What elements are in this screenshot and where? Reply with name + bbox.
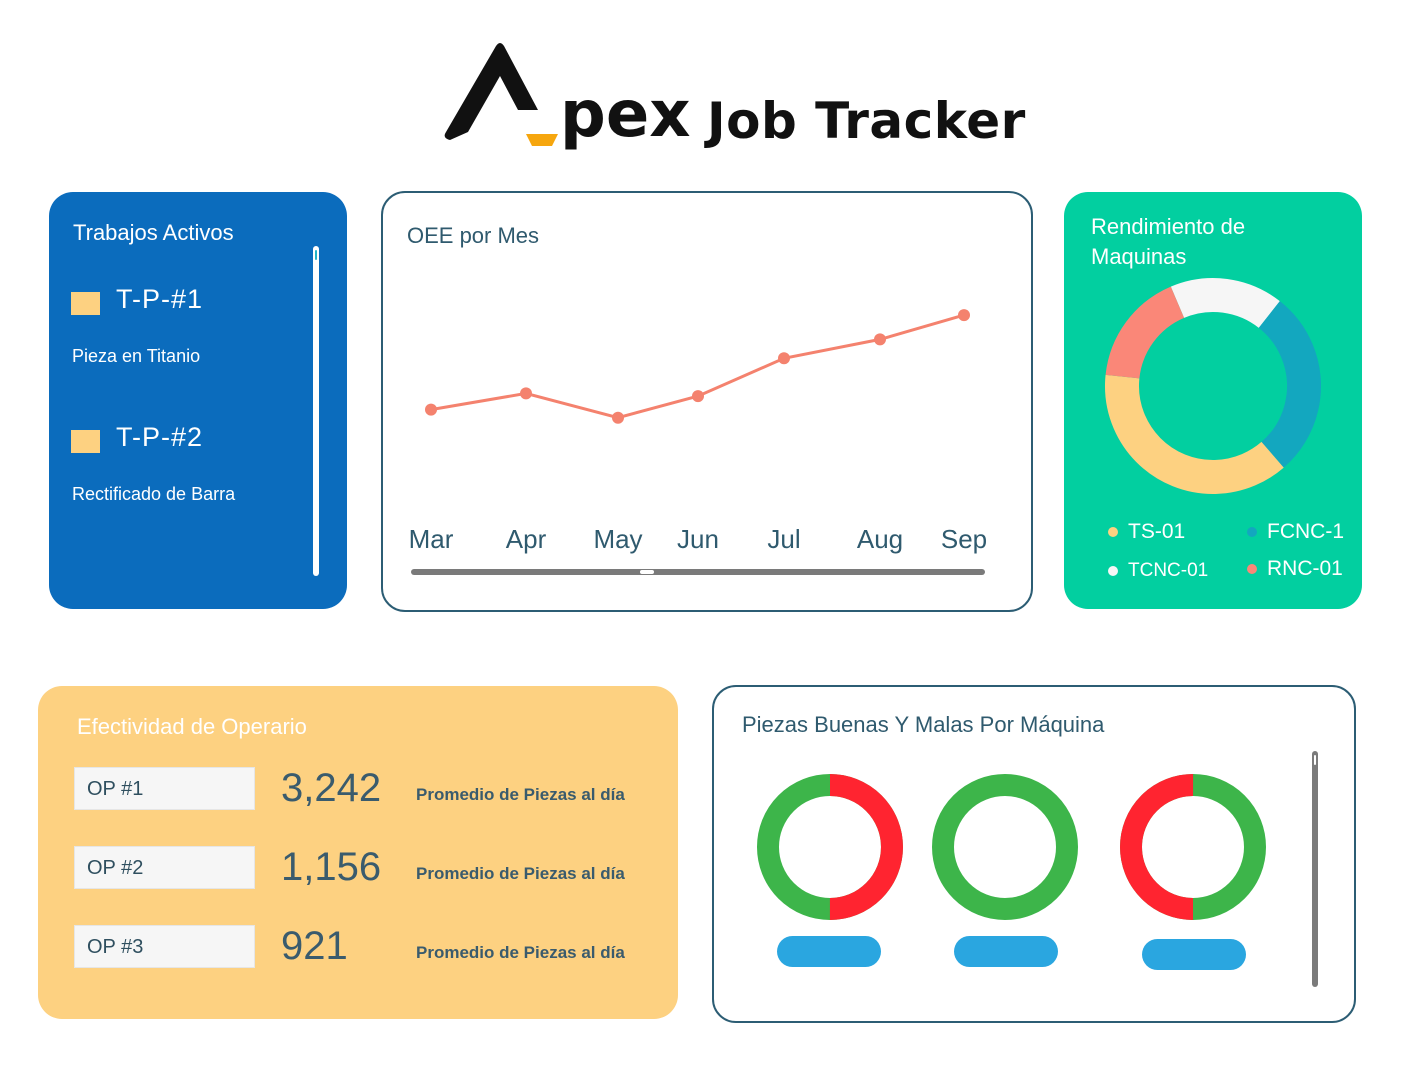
jobs-scrollbar[interactable] <box>313 246 319 576</box>
operator-average-caption: Promedio de Piezas al día <box>416 864 625 883</box>
legend-dot <box>1108 566 1118 576</box>
oee-scrollbar[interactable] <box>411 569 985 575</box>
oee-data-point[interactable] <box>958 309 970 322</box>
oee-x-tick-label: Mar <box>409 524 454 554</box>
jobs-scrollbar-thumb[interactable] <box>315 250 317 260</box>
oee-data-point[interactable] <box>874 333 886 346</box>
machine-detail-button[interactable] <box>1142 939 1246 970</box>
donut-slice[interactable] <box>1094 267 1333 506</box>
job-code[interactable]: T-P-#1 <box>116 284 204 314</box>
job-description: Pieza en Titanio <box>72 346 201 366</box>
operator-average-value: 3,242 <box>281 766 382 810</box>
oee-data-point[interactable] <box>520 387 532 400</box>
logo-wordmark: pex <box>560 78 691 152</box>
apex-logo: pex <box>444 43 691 152</box>
job-description: Rectificado de Barra <box>72 484 236 504</box>
active-jobs-panel: Trabajos Activos T-P-#1 Pieza en Titanio… <box>49 192 347 609</box>
operator-effectiveness-title: Efectividad de Operario <box>77 714 307 739</box>
operator-name-box[interactable]: OP #2 <box>74 846 255 889</box>
parts-rings <box>757 774 1266 920</box>
parts-quality-title: Piezas Buenas Y Malas Por Máquina <box>742 712 1105 737</box>
bad-parts-ring-segment <box>1120 774 1266 920</box>
oee-title: OEE por Mes <box>407 223 540 248</box>
legend-item-rnc-01: RNC-01 <box>1247 557 1343 581</box>
oee-x-tick-label: Sep <box>941 524 987 554</box>
legend-dot <box>1247 564 1257 574</box>
machine-detail-button[interactable] <box>777 936 881 967</box>
legend-item-tcnc-01: TCNC-01 <box>1108 560 1208 582</box>
legend-label: TS-01 <box>1128 520 1186 543</box>
oee-x-tick-label: Aug <box>857 524 903 554</box>
legend-dot <box>1108 527 1118 537</box>
legend-dot <box>1247 527 1257 537</box>
legend-item-fcnc-1: FCNC-1 <box>1247 520 1344 544</box>
donut-slice[interactable] <box>1094 267 1333 506</box>
operator-average-value: 921 <box>281 924 348 968</box>
operator-average-caption: Promedio de Piezas al día <box>416 785 625 804</box>
legend-label: TCNC-01 <box>1128 560 1209 581</box>
active-jobs-title: Trabajos Activos <box>73 220 234 245</box>
legend-item-ts-01: TS-01 <box>1108 520 1185 544</box>
parts-quality-panel: Piezas Buenas Y Malas Por Máquina <box>712 685 1356 1023</box>
oee-scrollbar-grip[interactable] <box>640 570 654 574</box>
oee-x-tick-label: Jun <box>677 524 719 554</box>
operator-name-box[interactable]: OP #1 <box>74 767 255 810</box>
operator-effectiveness-panel: Efectividad de Operario OP #1 3,242 Prom… <box>38 686 678 1019</box>
oee-x-tick-label: May <box>593 524 642 554</box>
oee-x-tick-label: Jul <box>767 524 800 554</box>
logo-mark-a <box>444 43 558 146</box>
operator-average-value: 1,156 <box>281 845 382 889</box>
job-code[interactable]: T-P-#2 <box>116 422 204 452</box>
operator-average-caption: Promedio de Piezas al día <box>416 943 625 962</box>
oee-data-point[interactable] <box>778 352 790 365</box>
machine-performance-panel: Rendimiento de Maquinas TS-01 FCNC-1 TCN… <box>1064 192 1362 609</box>
machine-donut-chart <box>1094 267 1333 506</box>
parts-scrollbar-thumb[interactable] <box>1314 755 1316 765</box>
oee-data-point[interactable] <box>612 411 624 424</box>
bad-parts-ring-segment <box>757 774 903 920</box>
job-status-swatch <box>71 292 100 315</box>
legend-label: RNC-01 <box>1267 557 1343 580</box>
oee-line-chart: Mar Apr May Jun Jul Aug Sep <box>409 309 987 575</box>
oee-data-point[interactable] <box>692 390 704 403</box>
oee-data-point[interactable] <box>425 403 437 416</box>
oee-x-tick-label: Apr <box>506 524 547 554</box>
legend-label: FCNC-1 <box>1267 520 1344 543</box>
machine-detail-button[interactable] <box>954 936 1058 967</box>
good-parts-ring <box>932 774 1078 920</box>
oee-panel: OEE por Mes Mar Apr May Jun Jul Aug Sep <box>381 191 1033 612</box>
app-title: Job Tracker <box>707 92 1026 150</box>
parts-scrollbar[interactable] <box>1312 751 1318 987</box>
operator-name-box[interactable]: OP #3 <box>74 925 255 968</box>
donut-slice[interactable] <box>1094 267 1333 506</box>
machine-performance-title: Rendimiento de Maquinas <box>1091 214 1246 269</box>
job-status-swatch <box>71 430 100 453</box>
oee-series-line <box>430 313 965 420</box>
